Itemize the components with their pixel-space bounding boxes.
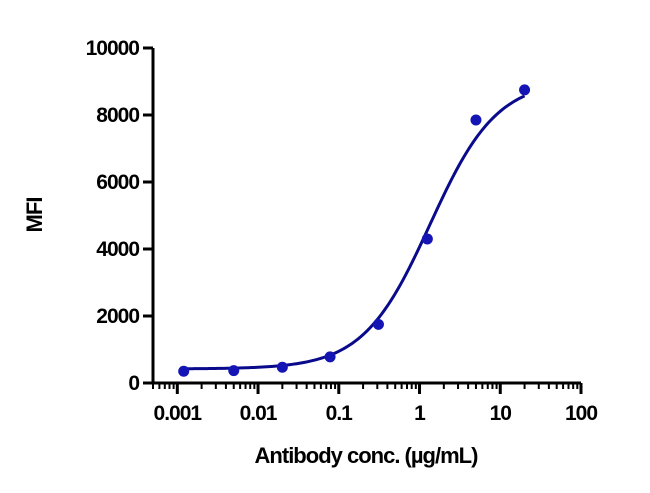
data-point xyxy=(421,233,433,245)
x-axis-title: Antibody conc. (µg/mL) xyxy=(255,443,479,468)
y-axis: 0 2000 4000 6000 8000 10000 xyxy=(86,37,155,395)
x-tick-label: 10 xyxy=(490,402,512,425)
x-tick-label: 100 xyxy=(565,402,597,425)
data-point xyxy=(470,114,482,126)
data-point xyxy=(228,365,240,377)
x-ticks: 0.001 0.01 0.1 1 10 100 xyxy=(152,383,598,425)
data-point xyxy=(519,84,531,96)
fit-curve xyxy=(183,94,526,371)
x-tick-label: 0.1 xyxy=(326,402,354,425)
y-tick-label: 10000 xyxy=(86,37,140,60)
y-axis-title: MFI xyxy=(22,198,47,233)
data-points xyxy=(178,84,531,377)
data-point xyxy=(324,351,336,363)
x-tick-label: 0.001 xyxy=(154,402,203,425)
x-axis: 0.001 0.01 0.1 1 10 100 xyxy=(152,381,598,425)
y-ticks: 0 2000 4000 6000 8000 10000 xyxy=(86,37,153,395)
y-tick-label: 0 xyxy=(128,372,139,395)
y-tick-label: 8000 xyxy=(96,104,139,127)
data-point xyxy=(178,365,190,377)
y-tick-label: 6000 xyxy=(96,171,139,194)
y-tick-label: 4000 xyxy=(96,238,139,261)
x-tick-label: 1 xyxy=(414,402,426,425)
data-point xyxy=(276,361,288,373)
data-point xyxy=(372,318,384,330)
y-tick-label: 2000 xyxy=(96,305,139,328)
x-tick-label: 0.01 xyxy=(240,402,278,425)
